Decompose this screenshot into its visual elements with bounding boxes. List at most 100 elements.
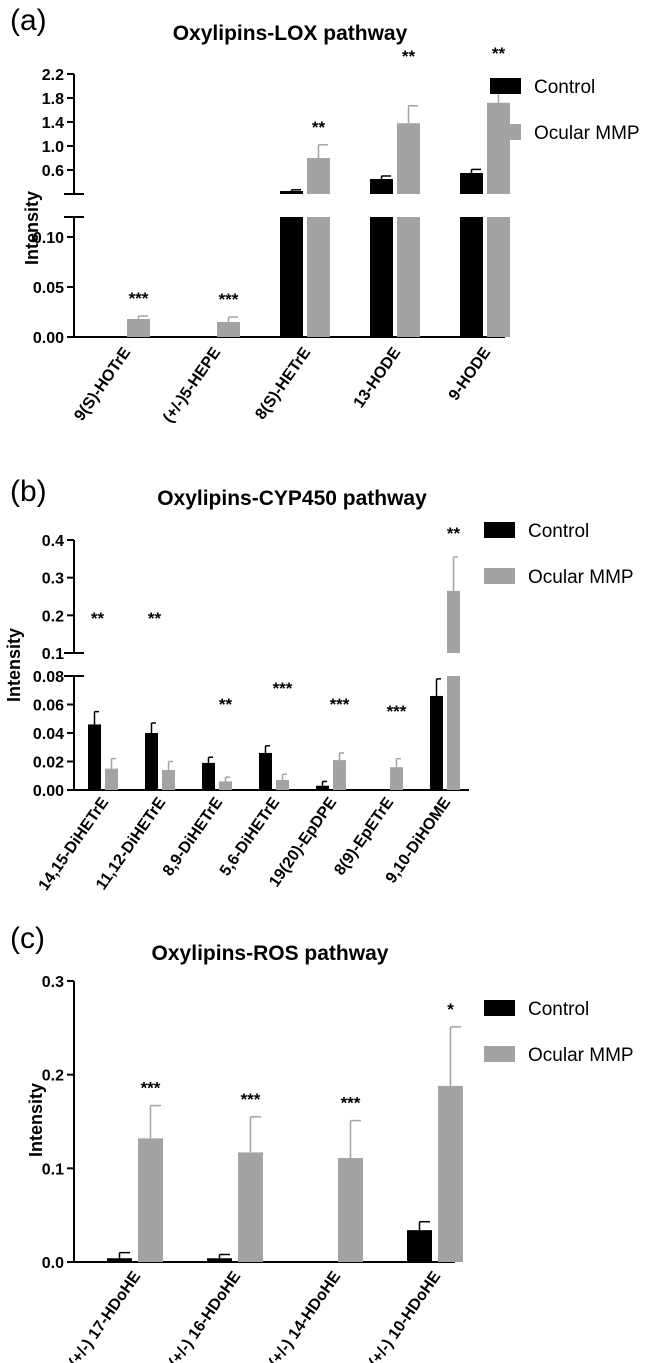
significance-marker: *** bbox=[330, 695, 350, 714]
bar-ocular-mmp bbox=[333, 760, 346, 790]
y-tick-label: 0.05 bbox=[33, 280, 64, 297]
y-tick-label: 0.0 bbox=[42, 1255, 64, 1272]
y-tick-label: 1.0 bbox=[42, 139, 64, 156]
legend-swatch-ocular-mmp bbox=[490, 124, 521, 140]
bar-control bbox=[460, 217, 483, 337]
y-tick-label: 0.02 bbox=[33, 755, 64, 772]
bar-control bbox=[407, 1230, 432, 1262]
bar-control bbox=[145, 733, 158, 790]
y-tick-label: 0.08 bbox=[33, 669, 64, 686]
bar-control bbox=[316, 785, 329, 790]
bar-control bbox=[460, 173, 483, 194]
bar-control bbox=[259, 752, 272, 790]
y-tick-label: 0.2 bbox=[42, 608, 64, 625]
significance-marker: *** bbox=[129, 289, 149, 308]
chart-panel-3: (c) Oxylipins-ROS pathway Intensity 0.0 0.1 0… bbox=[10, 922, 634, 1363]
y-tick-label: 0.1 bbox=[42, 646, 64, 663]
bar-ocular-mmp bbox=[105, 768, 118, 790]
bar-ocular-mmp bbox=[487, 102, 510, 194]
bar-ocular-mmp bbox=[447, 676, 460, 790]
y-tick-label: 1.8 bbox=[42, 91, 64, 108]
y-axis-label: Intensity bbox=[26, 1083, 46, 1157]
panel-label: (c) bbox=[10, 922, 45, 955]
bar-ocular-mmp bbox=[217, 322, 240, 337]
legend-label: Control bbox=[528, 999, 589, 1020]
y-axis-label: Intensity bbox=[22, 191, 42, 265]
significance-marker: *** bbox=[273, 679, 293, 698]
legend-swatch-control bbox=[484, 1000, 515, 1016]
significance-marker: * bbox=[447, 1000, 454, 1019]
significance-marker: *** bbox=[141, 1079, 161, 1098]
chart-title: Oxylipins-LOX pathway bbox=[173, 22, 408, 45]
panel-label: (a) bbox=[10, 4, 47, 37]
bar-ocular-mmp bbox=[138, 1138, 163, 1262]
legend-label: Ocular MMP bbox=[534, 123, 640, 144]
legend-label: Control bbox=[534, 77, 595, 98]
significance-marker: ** bbox=[219, 695, 233, 714]
significance-marker: ** bbox=[91, 609, 105, 628]
bar-ocular-mmp bbox=[276, 780, 289, 790]
bar-ocular-mmp bbox=[447, 590, 460, 653]
significance-marker: ** bbox=[492, 44, 506, 63]
significance-marker: *** bbox=[341, 1094, 361, 1113]
y-tick-label: 0.06 bbox=[33, 698, 64, 715]
significance-marker: ** bbox=[447, 524, 461, 543]
bar-control bbox=[88, 724, 101, 790]
bar-control bbox=[430, 695, 443, 790]
y-tick-label: 1.4 bbox=[42, 115, 64, 132]
bar-ocular-mmp bbox=[307, 217, 330, 337]
y-tick-label: 0.3 bbox=[42, 571, 64, 588]
bar-control bbox=[370, 217, 393, 337]
chart-title: Oxylipins-ROS pathway bbox=[152, 942, 389, 965]
bar-ocular-mmp bbox=[397, 123, 420, 194]
y-axis-label: Intensity bbox=[4, 628, 24, 702]
bar-ocular-mmp bbox=[219, 781, 232, 790]
bar-ocular-mmp bbox=[390, 767, 403, 790]
x-tick-label: 8(S)-HETrE bbox=[252, 344, 314, 422]
bar-ocular-mmp bbox=[397, 217, 420, 337]
bar-control bbox=[280, 217, 303, 337]
legend-label: Ocular MMP bbox=[528, 1045, 634, 1066]
bar-control bbox=[107, 1258, 132, 1262]
bar-ocular-mmp bbox=[162, 770, 175, 790]
significance-marker: ** bbox=[312, 118, 326, 137]
bar-ocular-mmp bbox=[127, 319, 150, 337]
x-tick-label: 5,6-DiHETrE bbox=[217, 794, 284, 879]
x-tick-label: 8,9-DiHETrE bbox=[160, 794, 227, 879]
chart-panel-1: (a) Oxylipins-LOX pathway Intensity 0.00 0.0… bbox=[10, 4, 640, 426]
x-tick-label: (+/-) 10-HDoHE bbox=[366, 1268, 445, 1363]
legend-swatch-control bbox=[484, 522, 515, 538]
x-tick-label: 13-HODE bbox=[351, 344, 405, 411]
legend-swatch-ocular-mmp bbox=[484, 1046, 515, 1062]
bar-ocular-mmp bbox=[338, 1158, 363, 1262]
bar-control bbox=[207, 1258, 232, 1262]
chart-panel-2: (b) Oxylipins-CYP450 pathway Intensity 0.00… bbox=[4, 475, 634, 894]
x-tick-label: 8(9)-EpETrE bbox=[331, 794, 397, 878]
y-tick-label: 0.04 bbox=[33, 726, 64, 743]
y-tick-label: 2.2 bbox=[42, 67, 64, 84]
bar-ocular-mmp bbox=[438, 1085, 463, 1262]
legend-swatch-control bbox=[490, 78, 521, 94]
legend-label: Ocular MMP bbox=[528, 567, 634, 588]
x-tick-label: (+/-) 16-HDoHE bbox=[166, 1268, 245, 1363]
y-tick-label: 0.6 bbox=[42, 163, 64, 180]
bar-ocular-mmp bbox=[238, 1152, 263, 1262]
y-tick-label: 0.00 bbox=[33, 330, 64, 347]
y-tick-label: 0.10 bbox=[33, 230, 64, 247]
x-tick-label: (+/-) 14-HDoHE bbox=[266, 1268, 345, 1363]
significance-marker: ** bbox=[148, 609, 162, 628]
x-tick-label: (+/-)5-HEPE bbox=[160, 344, 224, 426]
bar-control bbox=[280, 191, 303, 194]
y-tick-label: 0.2 bbox=[42, 1068, 64, 1085]
bar-control bbox=[370, 179, 393, 194]
legend-swatch-ocular-mmp bbox=[484, 568, 515, 584]
bar-control bbox=[202, 762, 215, 790]
y-tick-label: 0.3 bbox=[42, 974, 64, 991]
bar-ocular-mmp bbox=[307, 158, 330, 194]
y-tick-label: 0.1 bbox=[42, 1161, 64, 1178]
x-tick-label: (+/-) 17-HDoHE bbox=[66, 1268, 145, 1363]
x-tick-label: 9-HODE bbox=[446, 344, 495, 404]
y-tick-label: 0.4 bbox=[42, 533, 64, 550]
panel-label: (b) bbox=[10, 475, 47, 508]
